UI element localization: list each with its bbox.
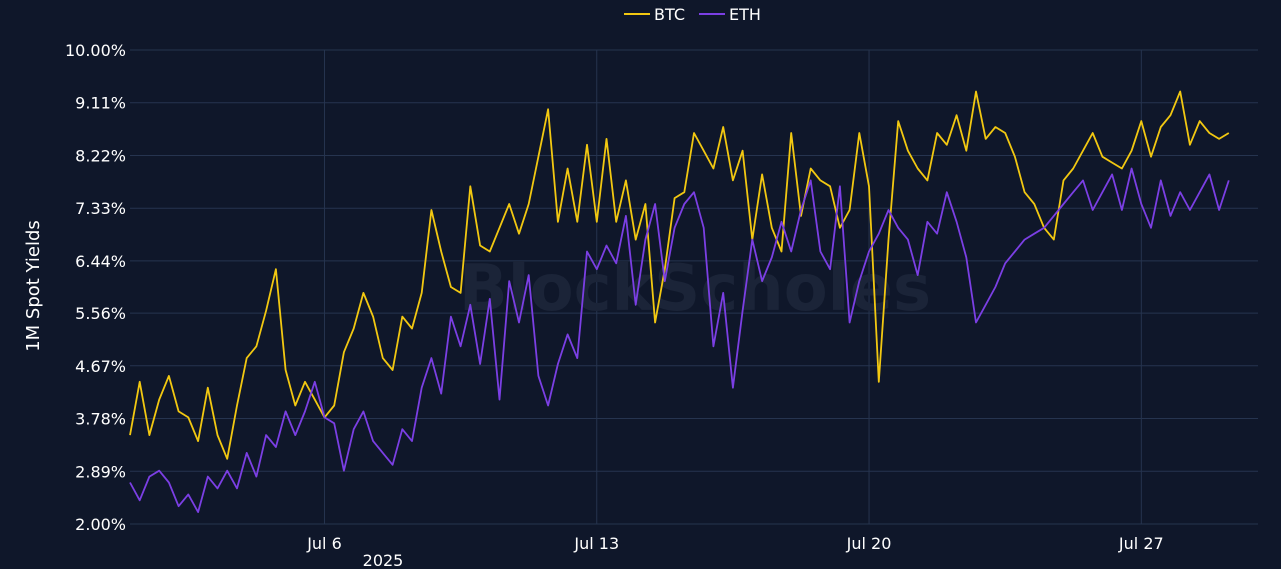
x-tick-label: Jul 13 [573,534,619,553]
y-tick-label: 5.56% [75,304,126,323]
y-tick-label: 8.22% [75,146,126,165]
grid-layer [130,49,1258,525]
series-line-eth [129,167,1230,513]
x-axis-year-label: 2025 [363,551,404,569]
x-axis-ticks: Jul 6 Jul 13 Jul 20 Jul 27 [306,534,1163,553]
legend-item-btc[interactable]: BTC [624,5,685,24]
y-tick-label: 10.00% [65,41,126,60]
y-tick-label: 6.44% [75,252,126,271]
y-tick-label: 4.67% [75,357,126,376]
x-tick-label: Jul 27 [1118,534,1164,553]
y-axis-ticks: 2.00% 2.89% 3.78% 4.67% 5.56% 6.44% 7.33% 8.22%… [65,41,126,534]
y-axis-title: 1M Spot Yields [23,220,44,352]
legend-label: ETH [729,5,761,24]
x-tick-label: Jul 20 [846,534,892,553]
y-tick-label: 7.33% [75,199,126,218]
series-layer [129,90,1230,513]
legend-item-eth[interactable]: ETH [699,5,761,24]
legend-label: BTC [654,5,685,24]
y-tick-label: 3.78% [75,410,126,429]
y-tick-label: 9.11% [75,94,126,113]
y-tick-label: 2.89% [75,462,126,481]
series-line-btc [129,90,1230,460]
y-tick-label: 2.00% [75,515,126,534]
legend[interactable]: BTC ETH [624,5,761,24]
x-tick-label: Jul 6 [306,534,342,553]
